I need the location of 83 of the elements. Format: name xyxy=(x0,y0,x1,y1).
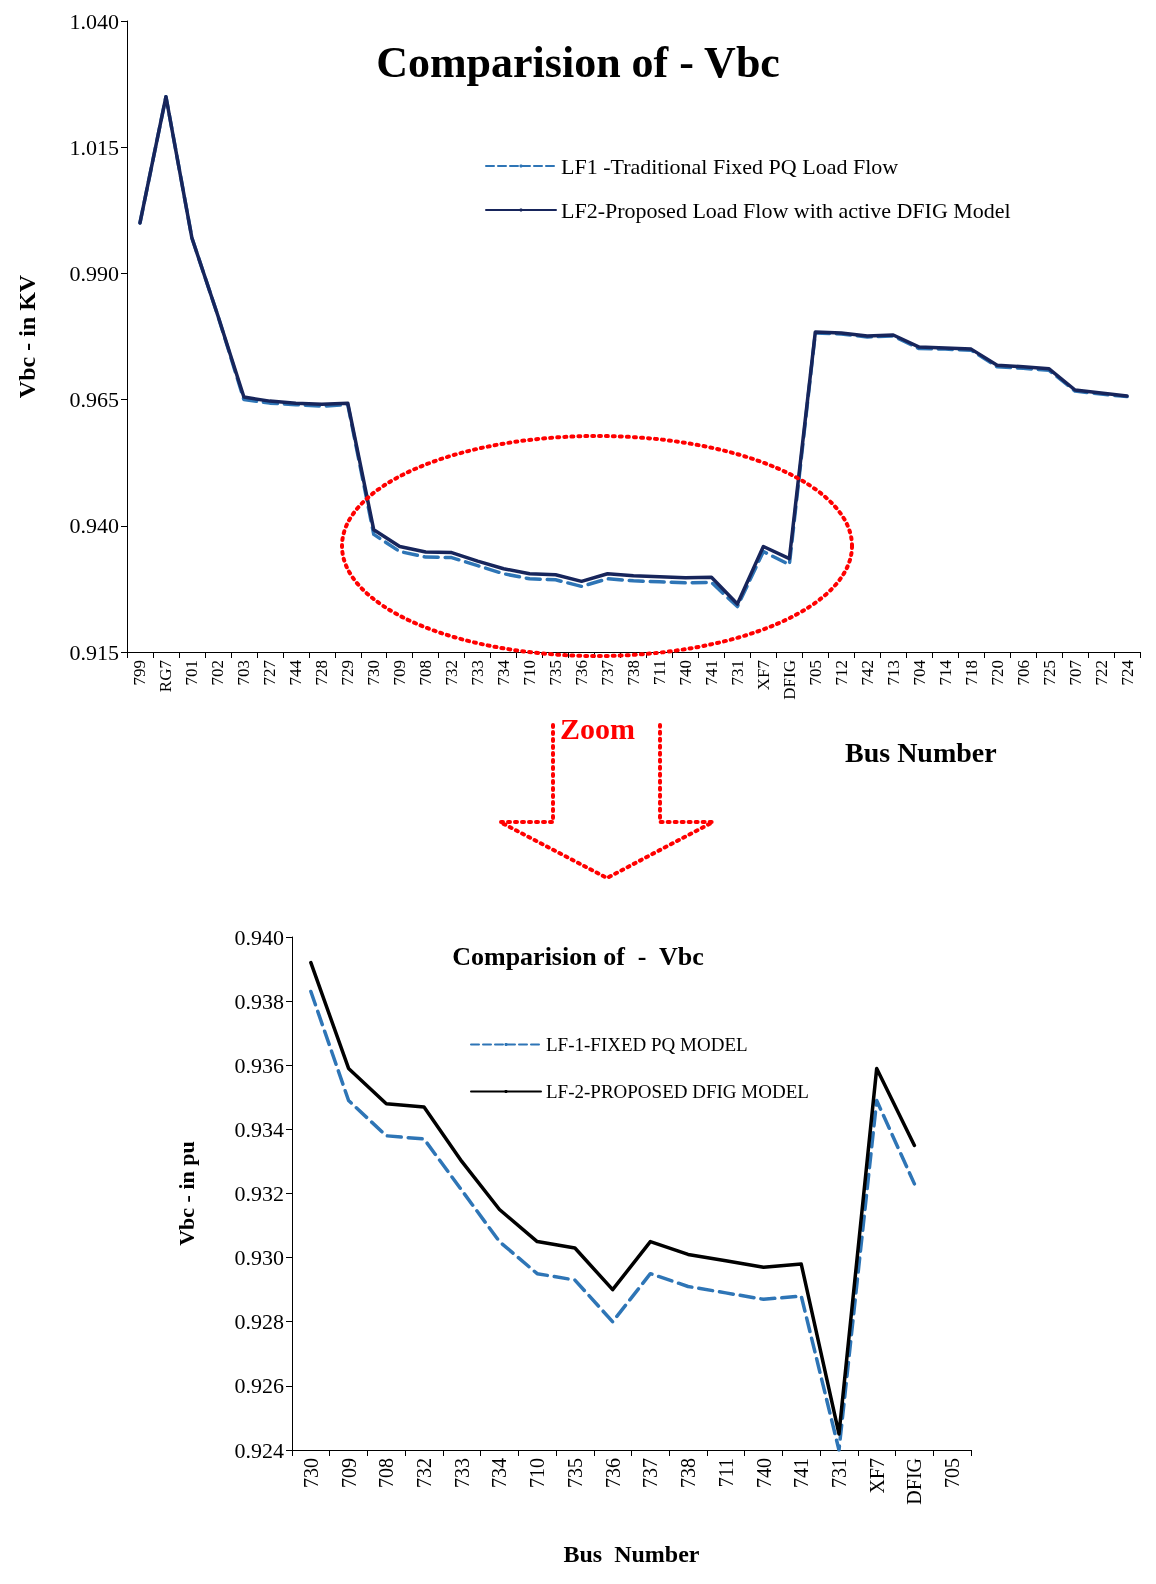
x-tick-label: 709 xyxy=(337,1458,360,1488)
text: Zoom xyxy=(560,712,635,746)
x-tick-label: 701 xyxy=(182,660,202,686)
legend-label: LF-2-PROPOSED DFIG MODEL xyxy=(546,1081,809,1102)
x-tick-label: 714 xyxy=(935,659,955,686)
y-tick-label: 0.940 xyxy=(69,513,119,539)
chart-title: Comparision of - Vbc xyxy=(452,941,704,971)
x-tick-label: 706 xyxy=(1013,660,1033,686)
x-tick-label: 744 xyxy=(286,659,306,686)
legend-label: LF1 -Traditional Fixed PQ Load Flow xyxy=(561,153,899,179)
x-tick-label: 722 xyxy=(1091,660,1111,686)
x-tick-label: 718 xyxy=(961,660,981,686)
x-tick-label: 710 xyxy=(526,1458,549,1488)
x-tick-label: 713 xyxy=(883,660,903,686)
y-axis-title: Vbc - in pu xyxy=(173,1141,199,1246)
legend-label: LF2-Proposed Load Flow with active DFIG Model xyxy=(561,197,1011,223)
x-tick-label: 705 xyxy=(805,660,825,686)
x-tick-label: 737 xyxy=(598,659,618,686)
x-tick-label: 702 xyxy=(208,660,228,686)
y-tick-label: 1.015 xyxy=(69,134,119,160)
x-tick-label: 709 xyxy=(390,660,410,686)
x-tick-label: 708 xyxy=(375,1458,398,1488)
x-tick-label: 799 xyxy=(130,660,150,686)
x-tick-label: 731 xyxy=(827,1458,850,1488)
x-tick-label: 737 xyxy=(639,1458,662,1488)
y-tick-label: 0.926 xyxy=(234,1373,284,1399)
y-tick-label: 0.965 xyxy=(69,387,119,413)
x-tick-label: 711 xyxy=(649,660,669,685)
chart-title: Comparision of - Vbc xyxy=(376,37,780,87)
x-tick-label: 740 xyxy=(752,1458,775,1488)
y-tick-label: 0.934 xyxy=(234,1116,284,1142)
y-tick-label: 0.930 xyxy=(234,1245,284,1271)
x-tick-label: 740 xyxy=(675,660,695,686)
x-tick-label: 725 xyxy=(1039,660,1059,686)
y-tick-label: 0.932 xyxy=(234,1181,284,1206)
x-tick-label: 741 xyxy=(701,660,721,686)
x-tick-label: 727 xyxy=(260,659,280,686)
x-tick-label: 731 xyxy=(727,660,747,686)
x-tick-label: 732 xyxy=(413,1458,436,1488)
x-tick-label: 707 xyxy=(1065,659,1085,686)
x-tick-label: 734 xyxy=(494,659,514,686)
x-tick-label: 741 xyxy=(790,1458,813,1488)
y-tick-label: 0.938 xyxy=(234,988,284,1014)
x-tick-label: 705 xyxy=(941,1458,964,1488)
x-tick-label: 735 xyxy=(563,1458,586,1488)
x-tick-label: 733 xyxy=(450,1458,473,1488)
legend-label: LF-1-FIXED PQ MODEL xyxy=(546,1034,748,1055)
x-axis-title: Bus Number xyxy=(563,1541,700,1567)
x-tick-label: 730 xyxy=(364,660,384,686)
x-tick-label: 730 xyxy=(299,1458,322,1488)
x-tick-label: 735 xyxy=(546,660,566,686)
x-axis-title: Bus Number xyxy=(845,736,997,768)
x-tick-label: 736 xyxy=(572,660,592,686)
y-tick-label: 0.936 xyxy=(234,1052,284,1078)
x-tick-label: RG7 xyxy=(156,659,176,693)
x-tick-label: 742 xyxy=(857,660,877,686)
x-tick-label: 710 xyxy=(520,660,540,686)
x-tick-label: 708 xyxy=(416,660,436,686)
x-tick-label: XF7 xyxy=(865,1458,888,1494)
x-tick-label: 704 xyxy=(909,659,929,686)
x-tick-label: XF7 xyxy=(753,659,773,691)
x-tick-label: 728 xyxy=(312,660,332,686)
x-tick-label: 703 xyxy=(234,660,254,686)
y-axis-title: Vbc - in KV xyxy=(14,274,40,399)
x-tick-label: DFIG xyxy=(779,660,799,700)
x-tick-label: 711 xyxy=(714,1458,737,1488)
x-tick-label: 712 xyxy=(831,660,851,686)
x-tick-label: 729 xyxy=(338,660,358,686)
y-tick-label: 0.990 xyxy=(69,260,119,286)
y-tick-label: 0.924 xyxy=(234,1437,284,1463)
y-tick-label: 0.928 xyxy=(234,1309,284,1335)
y-tick-label: 0.940 xyxy=(234,924,284,950)
x-tick-label: 724 xyxy=(1117,659,1137,686)
y-tick-label: 0.915 xyxy=(69,639,119,665)
x-tick-label: 734 xyxy=(488,1458,511,1488)
y-tick-label: 1.040 xyxy=(69,8,119,34)
x-tick-label: 720 xyxy=(987,660,1007,686)
x-tick-label: 732 xyxy=(442,660,462,686)
x-tick-label: 733 xyxy=(468,660,488,686)
x-tick-label: 738 xyxy=(624,660,643,686)
x-tick-label: DFIG xyxy=(903,1458,926,1505)
x-tick-label: 738 xyxy=(677,1458,700,1488)
x-tick-label: 736 xyxy=(601,1458,624,1488)
